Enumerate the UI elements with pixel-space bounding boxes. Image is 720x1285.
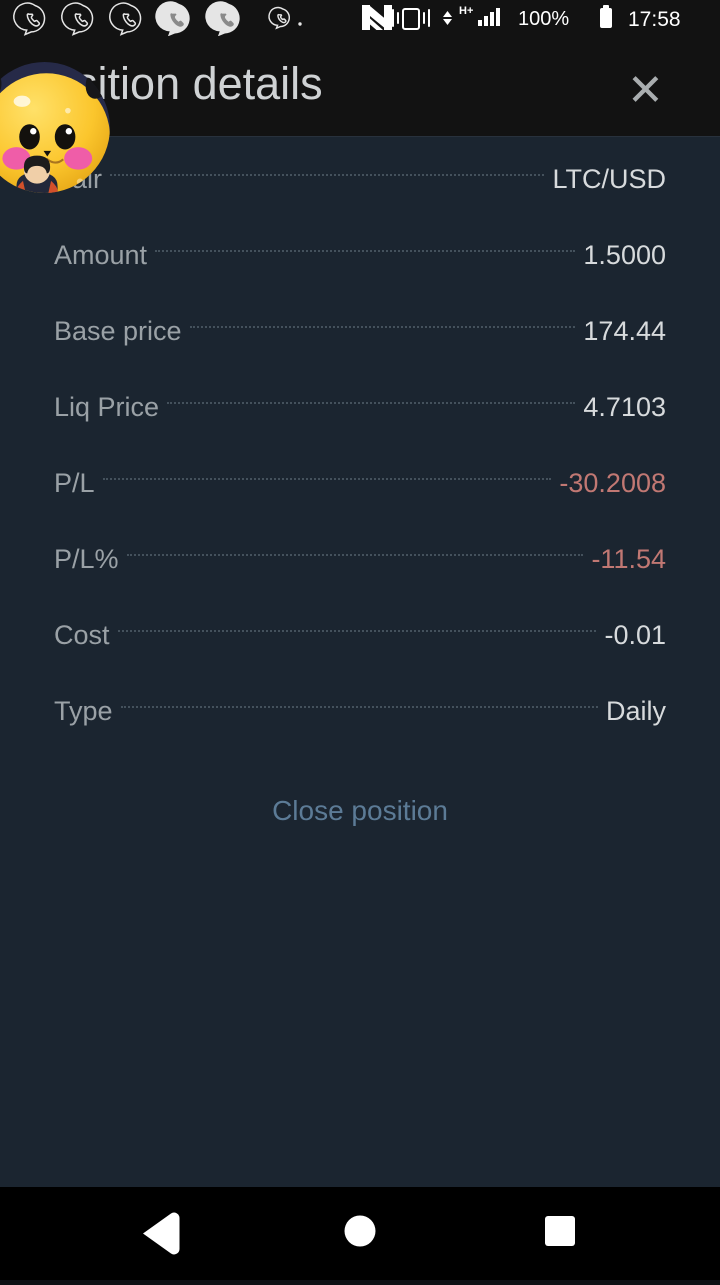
- svg-text:100%: 100%: [518, 8, 569, 30]
- svg-text:H+: H+: [459, 5, 473, 17]
- svg-text:17:58: 17:58: [628, 8, 681, 31]
